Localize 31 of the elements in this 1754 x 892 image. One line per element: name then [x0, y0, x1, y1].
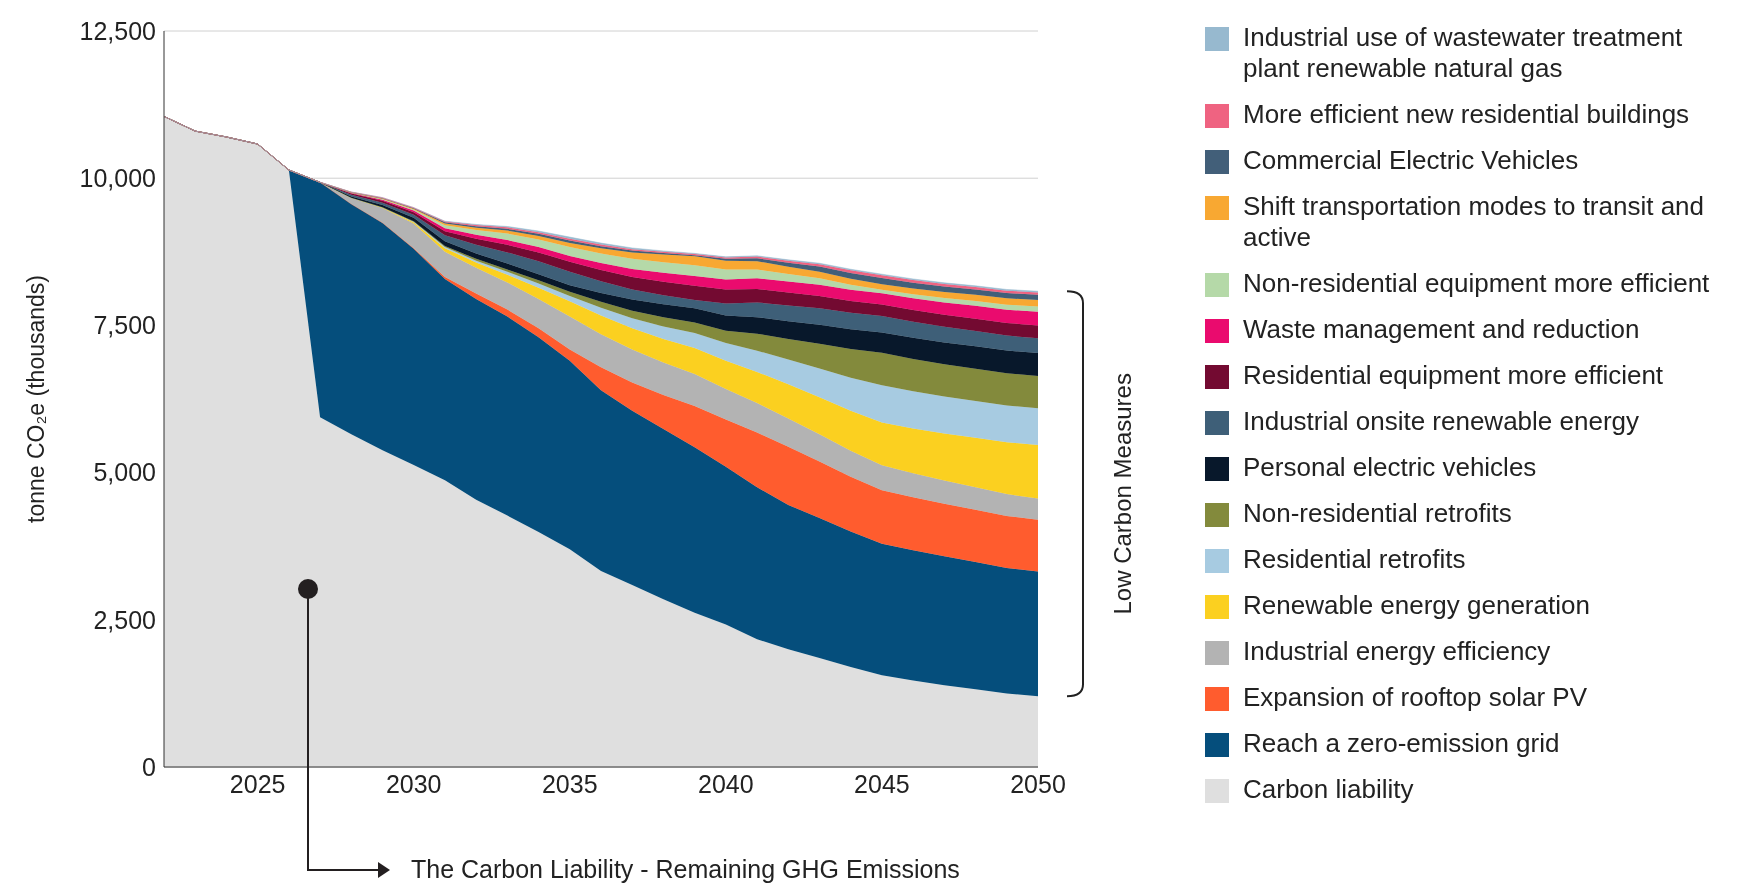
x-tick-label: 2025 — [229, 769, 286, 798]
legend-label: Industrial use of wastewater treatment plant renewable natural gas — [1243, 22, 1684, 84]
legend-label: Personal electric vehicles — [1243, 452, 1538, 483]
legend-label: Industrial onsite renewable energy — [1243, 406, 1641, 437]
y-tick-label: 2,500 — [93, 605, 156, 634]
legend-label: Commercial Electric Vehicles — [1243, 145, 1580, 176]
x-tick-label: 2035 — [541, 769, 598, 798]
legend-label: Industrial energy efficiency — [1243, 636, 1552, 667]
legend-label: Residential retrofits — [1243, 544, 1467, 575]
y-tick-label: 12,500 — [79, 16, 156, 45]
y-tick-label: 10,000 — [79, 164, 156, 193]
legend-label: Non-residential equipment more efficient — [1243, 268, 1711, 299]
x-tick-label: 2030 — [385, 769, 442, 798]
legend-label: Carbon liability — [1243, 774, 1415, 805]
legend-label: More efficient new residential buildings — [1243, 99, 1691, 130]
x-tick-label: 2045 — [854, 769, 910, 798]
legend-label: Reach a zero-emission grid — [1243, 728, 1561, 759]
x-tick-label: 2050 — [1010, 769, 1066, 798]
legend-label: Renewable energy generation — [1243, 590, 1591, 621]
y-tick-label: 0 — [142, 752, 156, 781]
legend-label: Non-residential retrofits — [1243, 498, 1513, 529]
legend-label: Residential equipment more efficient — [1243, 360, 1665, 391]
x-tick-label: 2040 — [698, 769, 754, 798]
y-tick-label: 5,000 — [93, 458, 156, 487]
legend-label: Shift transportation modes to transit and active — [1243, 191, 1706, 253]
legend-label: Expansion of rooftop solar PV — [1243, 682, 1588, 713]
text: The Carbon Liability - Remaining GHG Emissions — [411, 855, 960, 883]
y-tick-label: 7,500 — [93, 311, 156, 340]
y-axis-title: tonne CO₂e (thousands) — [22, 274, 50, 524]
legend-label: Waste management and reduction — [1243, 314, 1641, 345]
text: Low Carbon Measures — [1109, 373, 1137, 615]
